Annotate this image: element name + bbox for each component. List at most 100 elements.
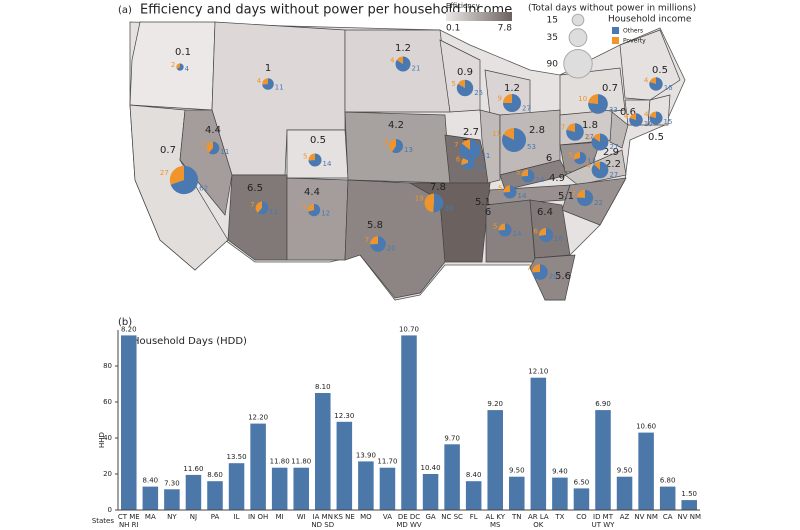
bar [509,476,525,510]
efficiency-label: 2.7 [463,127,479,138]
y-axis-label: HHD [98,432,106,448]
bar-label: 8.60 [207,471,223,479]
bar [444,444,460,510]
efficiency-label: 7.8 [430,182,446,193]
pie-slice [649,77,663,91]
x-tick-label: KS NE [333,513,355,521]
bar [487,410,503,510]
efficiency-label: 0.5 [652,65,668,76]
size-legend-label: 35 [547,33,558,43]
poverty-label: 9 [498,95,502,103]
others-label: 21 [412,65,421,73]
poverty-label: 5 [516,169,520,177]
size-legend-label: 90 [547,59,559,69]
pie-slice [308,153,315,161]
bar [401,335,417,510]
colorbar-max: 7.8 [498,24,513,34]
y-tick-label: 20 [103,470,112,478]
others-label: 14 [476,163,485,171]
pie-slice [649,77,656,84]
others-label: 11 [275,83,284,91]
pie-slice [503,94,521,112]
bar [659,486,676,510]
efficiency-label: 0.5 [310,135,326,146]
pie-slice [459,139,481,161]
poverty-label: 5 [493,223,497,231]
pie-slice [532,264,548,280]
pie-slice [433,193,444,213]
pie-slice [566,123,575,132]
poverty-label: 10 [578,95,587,103]
legend-swatch [612,37,619,44]
x-tick-label: MI [275,513,284,521]
bar [336,421,353,510]
others-label: 27 [522,104,531,112]
bar [358,461,374,510]
bar [681,500,697,510]
pie-slice [521,169,535,183]
x-tick-label: NV NM [634,513,658,521]
pie-slice [461,139,470,150]
x-tick-label: FL [469,513,478,521]
bar-label: 8.20 [121,325,137,333]
pie-slice [629,113,643,127]
others-label: 14 [536,176,545,184]
x-tick-label: NJ [189,513,198,521]
bar [638,432,654,510]
others-label: 62 [199,184,208,192]
pie-slice [170,165,199,195]
bar-label: 9.50 [617,467,633,475]
bar [616,476,633,510]
pie-slice [503,185,517,199]
colorbar-min: 0.1 [446,24,460,34]
poverty-label: 4 [586,162,591,170]
x-tick-label: IL [233,513,240,521]
poverty-label: 2 [171,61,175,69]
pie-slice [176,63,180,69]
pie-slice [573,151,580,160]
pie-slice [370,236,386,252]
x-tick-label: VA [382,513,392,521]
efficiency-label: 6 [485,207,491,218]
bar [142,486,159,510]
colorbar-title: Efficiency [446,2,480,10]
pie-slice [576,189,594,207]
bar [207,481,223,510]
efficiency-label: 4.9 [549,173,565,184]
others-label: 53 [527,143,536,151]
y-tick-label: 40 [103,434,112,442]
bar-label: 12.30 [334,412,354,420]
others-label: 27 [585,133,594,141]
legend-title: Household income [608,15,692,25]
others-label: 16 [664,84,673,92]
efficiency-label: 6.5 [247,183,263,194]
poverty-label: 6 [533,227,538,235]
bar-label: 9.70 [444,434,460,442]
bar [271,467,288,510]
y-tick-label: 80 [103,362,112,370]
pie-slice [532,264,540,273]
others-label: 16 [554,235,563,243]
others-label: 12 [587,158,596,166]
others-label: 27 [609,171,618,179]
pie-slice [566,123,584,141]
pie-slice [396,56,403,64]
pie-slice [370,236,378,245]
poverty-label: 5 [302,203,306,211]
pie-slice [206,141,213,153]
poverty-label: 6 [456,156,461,164]
efficiency-label: 1.2 [504,83,520,94]
efficiency-label: 6 [546,153,552,164]
poverty-label: 5 [586,134,590,142]
x-tick-label: DE DC MD WV [396,513,422,529]
others-label: 14 [323,160,332,168]
x-tick-label: ID MT UT WY [591,513,615,529]
poverty-label: 27 [160,169,169,177]
efficiency-label: 0.7 [160,145,176,156]
poverty-label: 4 [624,113,629,121]
y-tick-label: 0 [108,506,112,514]
pie-slice [262,78,274,90]
pie-slice [169,165,184,185]
bar-label: 10.40 [421,464,441,472]
